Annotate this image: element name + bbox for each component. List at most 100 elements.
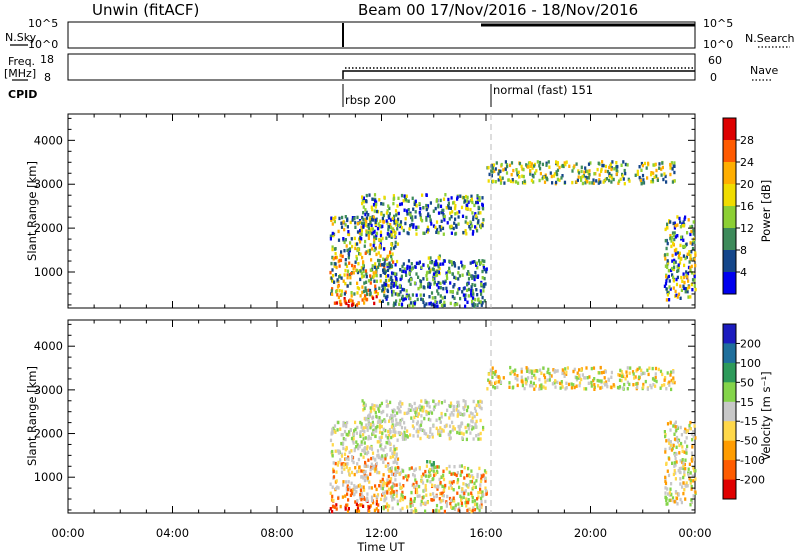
- data-cell: [673, 226, 676, 230]
- data-cell: [606, 169, 610, 174]
- data-cell: [556, 172, 559, 177]
- data-cell: [370, 258, 373, 262]
- data-cell: [428, 405, 431, 409]
- data-cell: [375, 507, 378, 511]
- data-cell: [353, 472, 356, 477]
- data-cell: [511, 178, 514, 182]
- data-cell: [348, 430, 351, 434]
- data-cell: [367, 458, 370, 462]
- data-cell: [395, 418, 398, 422]
- data-cell: [464, 229, 467, 233]
- data-cell: [370, 495, 374, 499]
- data-cell: [415, 232, 418, 236]
- data-cell: [547, 367, 550, 372]
- velocity-colorbar-label: Velocity [m s⁻¹]: [759, 371, 773, 460]
- data-cell: [602, 163, 605, 168]
- data-cell: [601, 160, 604, 164]
- data-cell: [689, 481, 692, 485]
- data-cell: [396, 227, 399, 231]
- data-cell: [404, 221, 407, 226]
- data-cell: [479, 418, 482, 423]
- data-cell: [453, 499, 456, 503]
- data-cell: [390, 275, 393, 279]
- data-cell: [371, 231, 374, 236]
- data-cell: [419, 216, 422, 220]
- data-cell: [428, 467, 431, 472]
- data-cell: [672, 444, 675, 448]
- data-cell: [556, 161, 559, 165]
- data-cell: [436, 487, 439, 491]
- data-cell: [348, 486, 351, 490]
- data-cell: [407, 474, 410, 478]
- data-cell: [335, 507, 338, 511]
- data-cell: [421, 193, 424, 197]
- data-cell: [576, 178, 579, 182]
- data-cell: [530, 164, 533, 168]
- data-cell: [337, 496, 340, 500]
- data-cell: [689, 420, 692, 425]
- data-cell: [360, 425, 363, 429]
- data-cell: [462, 399, 465, 403]
- data-cell: [374, 410, 377, 415]
- data-cell: [674, 425, 677, 429]
- data-cell: [388, 216, 391, 220]
- data-cell: [599, 180, 602, 184]
- data-cell: [437, 429, 440, 433]
- data-cell: [347, 304, 350, 308]
- data-cell: [520, 367, 523, 371]
- data-cell: [468, 423, 471, 427]
- data-cell: [538, 178, 541, 183]
- data-cell: [641, 163, 644, 168]
- data-cell: [375, 236, 378, 241]
- data-cell: [457, 424, 460, 429]
- data-cell: [388, 212, 391, 216]
- data-cell: [669, 421, 672, 425]
- data-cell: [577, 171, 581, 175]
- data-cell: [420, 405, 423, 409]
- data-cell: [442, 429, 445, 433]
- data-cell: [368, 414, 372, 418]
- data-cell: [674, 289, 677, 294]
- data-cell: [480, 400, 483, 404]
- data-cell: [526, 165, 529, 169]
- data-cell: [524, 381, 527, 385]
- data-cell: [368, 509, 371, 513]
- data-cell: [530, 178, 533, 183]
- data-cell: [436, 283, 439, 287]
- data-cell: [673, 221, 676, 225]
- data-cell: [334, 449, 337, 453]
- data-cell: [564, 387, 567, 391]
- data-cell: [481, 259, 484, 263]
- data-cell: [504, 167, 507, 171]
- data-cell: [357, 457, 360, 462]
- data-cell: [414, 490, 417, 495]
- data-cell: [420, 499, 423, 504]
- data-cell: [374, 220, 377, 225]
- data-cell: [362, 205, 365, 209]
- data-cell: [661, 165, 664, 170]
- data-cell: [625, 374, 628, 378]
- data-cell: [678, 451, 681, 455]
- data-cell: [668, 279, 671, 283]
- data-cell: [571, 169, 574, 173]
- data-cell: [391, 488, 394, 492]
- data-cell: [636, 385, 639, 389]
- data-cell: [598, 379, 601, 383]
- data-cell: [466, 408, 469, 413]
- data-cell: [356, 485, 359, 489]
- data-cell: [417, 225, 420, 229]
- data-cell: [410, 267, 413, 271]
- data-cell: [380, 419, 384, 423]
- data-cell: [694, 287, 697, 292]
- data-cell: [694, 253, 697, 257]
- data-cell: [485, 270, 488, 274]
- data-cell: [419, 207, 422, 211]
- data-cell: [520, 164, 523, 169]
- data-cell: [405, 194, 408, 198]
- data-cell: [329, 507, 332, 511]
- data-cell: [343, 297, 346, 301]
- data-cell: [401, 269, 404, 273]
- colorbar-tick-label: 16: [740, 200, 754, 213]
- data-cell: [358, 465, 361, 470]
